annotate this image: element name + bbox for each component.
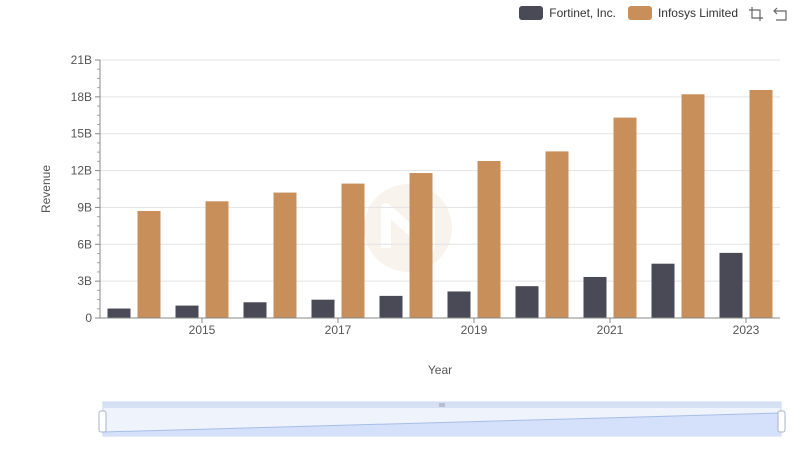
bar-fortinet-2014[interactable] (107, 308, 131, 318)
x-tick-label: 2017 (325, 323, 352, 337)
chart-legend: Fortinet, Inc. Infosys Limited (519, 3, 738, 23)
legend-label-fortinet: Fortinet, Inc. (549, 6, 616, 20)
y-tick-label: 12B (71, 164, 92, 178)
zoom-preview-line (102, 412, 782, 433)
bar-infosys-2021[interactable] (613, 117, 637, 319)
legend-item-fortinet[interactable]: Fortinet, Inc. (519, 6, 616, 20)
bar-fortinet-2017[interactable] (311, 299, 335, 318)
y-tick-label: 6B (77, 237, 92, 251)
legend-swatch-fortinet (519, 6, 544, 20)
bar-fortinet-2015[interactable] (175, 305, 199, 318)
x-tick-label: 2015 (189, 323, 216, 337)
x-tick-label: 2021 (597, 323, 624, 337)
bar-series (107, 89, 773, 319)
x-axis-title: Year (428, 363, 452, 377)
bar-chart: 0 3B 6B 9B 12B 15B 18B 21B 2015 2017 2019 2021 2023… (39, 53, 780, 377)
bar-infosys-2022[interactable] (681, 94, 705, 318)
y-tick-label: 18B (71, 90, 92, 104)
y-tick-label: 9B (77, 200, 92, 214)
bar-fortinet-2019[interactable] (447, 291, 471, 318)
bar-fortinet-2018[interactable] (379, 295, 403, 318)
y-tick-label: 0 (85, 311, 92, 325)
bar-fortinet-2020[interactable] (515, 286, 539, 318)
bar-infosys-2023[interactable] (749, 89, 773, 318)
restore-icon[interactable] (772, 6, 788, 22)
y-tick-label: 3B (77, 274, 92, 288)
bar-infosys-2017[interactable] (341, 183, 365, 318)
x-axis: 2015 2017 2019 2021 2023 (100, 317, 780, 337)
y-tick-label: 21B (71, 53, 92, 67)
bar-infosys-2018[interactable] (409, 173, 433, 318)
legend-label-infosys: Infosys Limited (657, 6, 738, 20)
bar-infosys-2016[interactable] (273, 192, 297, 318)
zoom-handle-right[interactable] (777, 410, 786, 433)
zoom-handle-left[interactable] (98, 410, 107, 433)
y-axis: 0 3B 6B 9B 12B 15B 18B 21B (71, 53, 101, 325)
y-axis-title: Revenue (39, 165, 53, 213)
x-tick-label: 2019 (461, 323, 488, 337)
bar-infosys-2019[interactable] (477, 160, 501, 318)
x-tick-label: 2023 (733, 323, 760, 337)
bar-fortinet-2022[interactable] (651, 263, 675, 318)
bar-fortinet-2023[interactable] (719, 252, 743, 318)
bar-fortinet-2016[interactable] (243, 302, 267, 318)
legend-swatch-infosys (627, 6, 652, 20)
legend-item-infosys[interactable]: Infosys Limited (627, 6, 738, 20)
bar-infosys-2014[interactable] (137, 210, 161, 318)
bar-fortinet-2021[interactable] (583, 276, 607, 318)
zoom-drag-grip-icon[interactable] (439, 403, 445, 407)
zoom-select-icon[interactable] (748, 6, 764, 22)
bar-infosys-2015[interactable] (205, 201, 229, 318)
chart-toolbox (748, 6, 788, 22)
bar-infosys-2020[interactable] (545, 151, 569, 318)
y-tick-label: 15B (71, 127, 92, 141)
zoom-preview-area (103, 413, 781, 436)
